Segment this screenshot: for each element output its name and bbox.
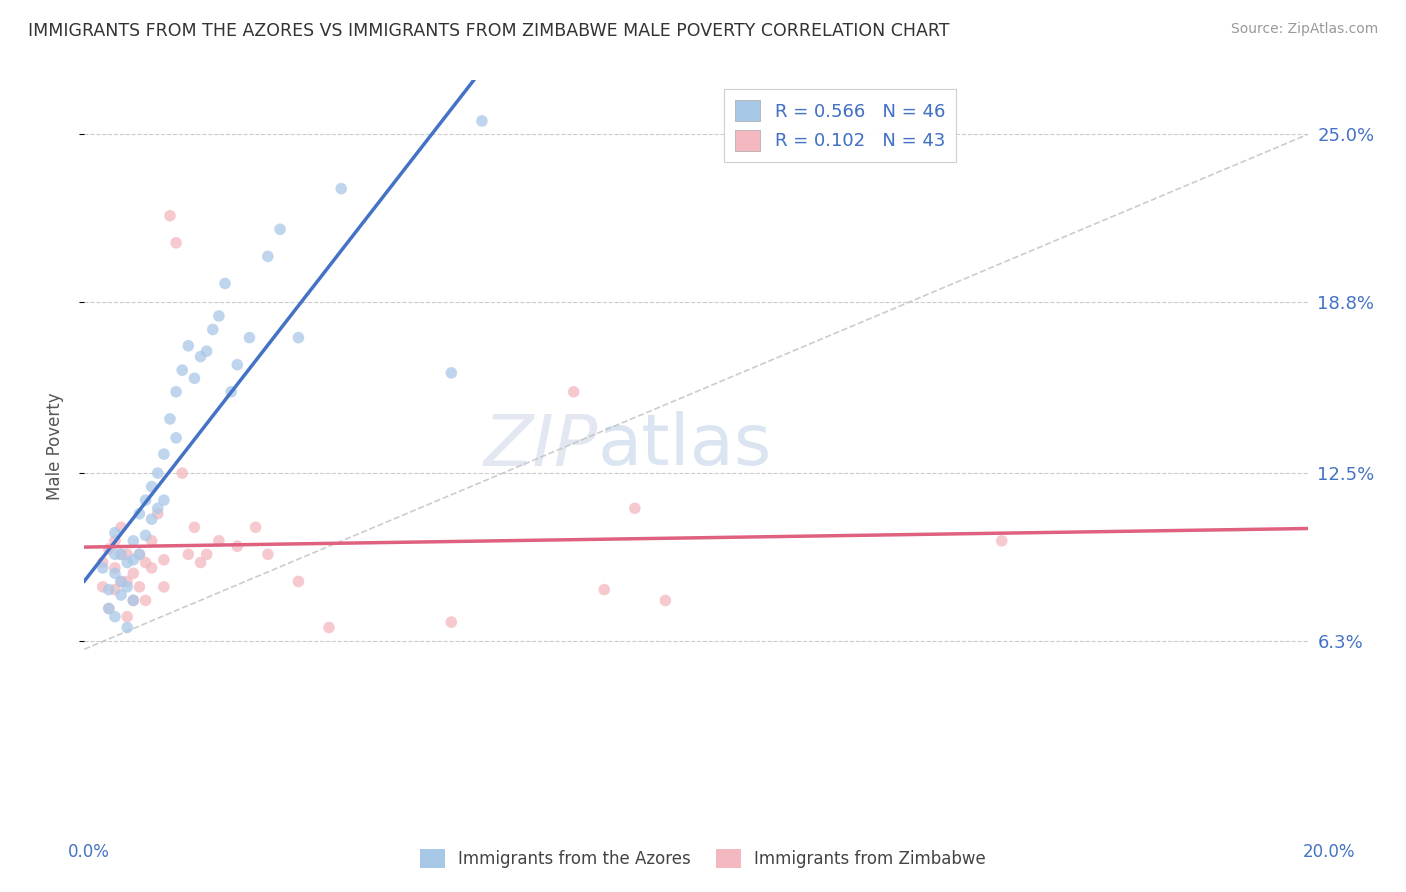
Point — [159, 209, 181, 223]
Point — [128, 507, 150, 521]
Point — [104, 547, 127, 561]
Point — [172, 363, 194, 377]
Point — [141, 480, 163, 494]
Point — [122, 533, 145, 548]
Point — [110, 547, 132, 561]
Point — [135, 493, 157, 508]
Point — [177, 339, 200, 353]
Point — [330, 181, 353, 195]
Point — [141, 561, 163, 575]
Point — [257, 249, 280, 263]
Point — [153, 493, 176, 508]
Point — [201, 322, 224, 336]
Point — [110, 588, 132, 602]
Point — [128, 580, 150, 594]
Point — [195, 344, 218, 359]
Point — [110, 574, 132, 589]
Legend: Immigrants from the Azores, Immigrants from Zimbabwe: Immigrants from the Azores, Immigrants f… — [413, 842, 993, 875]
Point — [122, 566, 145, 581]
Point — [440, 366, 463, 380]
Point — [440, 615, 463, 629]
Point — [226, 358, 249, 372]
Point — [183, 371, 205, 385]
Point — [104, 566, 127, 581]
Point — [226, 539, 249, 553]
Point — [153, 447, 176, 461]
Point — [190, 350, 212, 364]
Point — [115, 574, 138, 589]
Point — [104, 533, 127, 548]
Point — [172, 466, 194, 480]
Point — [146, 501, 169, 516]
Point — [115, 620, 138, 634]
Y-axis label: Male Poverty: Male Poverty — [45, 392, 63, 500]
Point — [110, 520, 132, 534]
Point — [257, 547, 280, 561]
Point — [91, 561, 114, 575]
Point — [115, 580, 138, 594]
Point — [153, 580, 176, 594]
Point — [122, 593, 145, 607]
Text: 0.0%: 0.0% — [67, 843, 110, 861]
Point — [115, 556, 138, 570]
Point — [97, 582, 120, 597]
Point — [110, 547, 132, 561]
Legend: R = 0.566   N = 46, R = 0.102   N = 43: R = 0.566 N = 46, R = 0.102 N = 43 — [724, 89, 956, 161]
Point — [624, 501, 647, 516]
Point — [104, 561, 127, 575]
Text: Source: ZipAtlas.com: Source: ZipAtlas.com — [1230, 22, 1378, 37]
Point — [104, 525, 127, 540]
Point — [128, 547, 150, 561]
Point — [91, 556, 114, 570]
Point — [159, 412, 181, 426]
Point — [146, 507, 169, 521]
Point — [135, 528, 157, 542]
Point — [115, 609, 138, 624]
Point — [141, 533, 163, 548]
Point — [104, 582, 127, 597]
Point — [135, 593, 157, 607]
Point — [208, 533, 231, 548]
Point — [991, 533, 1014, 548]
Text: atlas: atlas — [598, 411, 772, 481]
Point — [110, 574, 132, 589]
Point — [97, 601, 120, 615]
Point — [122, 553, 145, 567]
Point — [153, 553, 176, 567]
Point — [165, 384, 187, 399]
Point — [208, 309, 231, 323]
Point — [245, 520, 267, 534]
Point — [238, 331, 260, 345]
Point — [128, 547, 150, 561]
Text: 20.0%: 20.0% — [1302, 843, 1355, 861]
Point — [115, 547, 138, 561]
Point — [146, 466, 169, 480]
Point — [97, 541, 120, 556]
Point — [165, 431, 187, 445]
Point — [97, 601, 120, 615]
Point — [91, 580, 114, 594]
Point — [287, 574, 309, 589]
Point — [593, 582, 616, 597]
Point — [122, 593, 145, 607]
Point — [654, 593, 676, 607]
Point — [104, 609, 127, 624]
Text: ZIP: ZIP — [484, 411, 598, 481]
Point — [177, 547, 200, 561]
Point — [141, 512, 163, 526]
Point — [318, 620, 340, 634]
Point — [195, 547, 218, 561]
Point — [287, 331, 309, 345]
Point — [214, 277, 236, 291]
Point — [219, 384, 242, 399]
Point — [471, 114, 494, 128]
Point — [183, 520, 205, 534]
Point — [269, 222, 291, 236]
Point — [562, 384, 585, 399]
Point — [190, 556, 212, 570]
Point — [135, 556, 157, 570]
Point — [165, 235, 187, 250]
Text: IMMIGRANTS FROM THE AZORES VS IMMIGRANTS FROM ZIMBABWE MALE POVERTY CORRELATION : IMMIGRANTS FROM THE AZORES VS IMMIGRANTS… — [28, 22, 949, 40]
